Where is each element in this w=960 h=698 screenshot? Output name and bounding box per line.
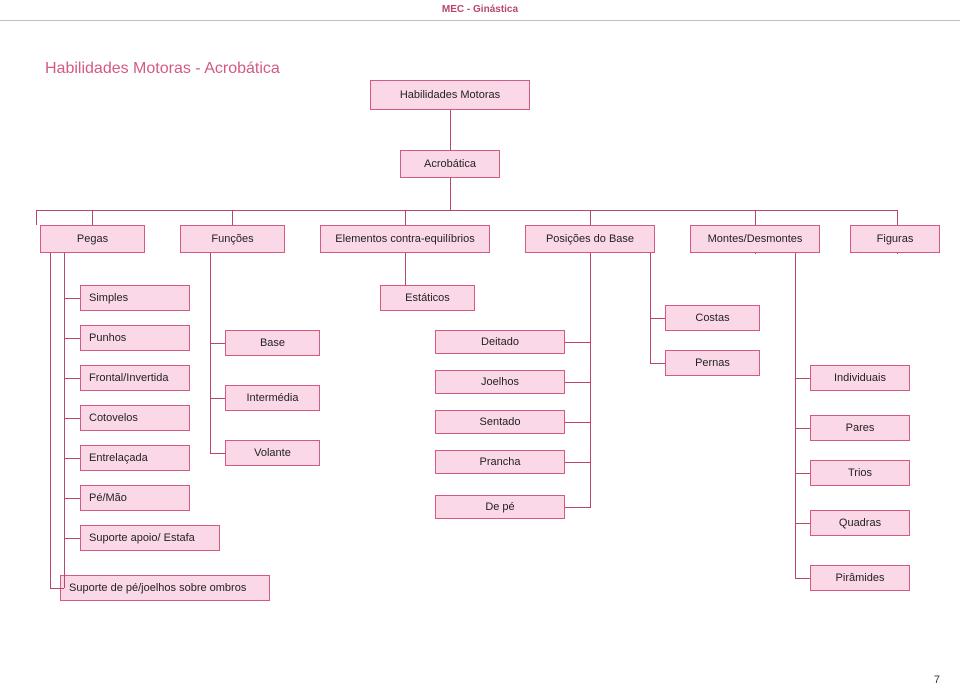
node-figuras: Figuras	[850, 225, 940, 253]
node-funcoes: Funções	[180, 225, 285, 253]
connector	[36, 210, 37, 225]
header-rule	[0, 20, 960, 21]
connector	[650, 253, 651, 363]
node-intermedia: Intermédia	[225, 385, 320, 411]
node-montes: Montes/Desmontes	[690, 225, 820, 253]
connector	[405, 210, 406, 225]
node-pernas: Pernas	[665, 350, 760, 376]
connector	[64, 458, 80, 459]
node-prancha: Prancha	[435, 450, 565, 474]
connector	[755, 253, 756, 254]
connector	[36, 210, 898, 211]
connector	[795, 253, 796, 254]
connector	[565, 462, 590, 463]
connector	[650, 363, 665, 364]
node-pemao: Pé/Mão	[80, 485, 190, 511]
node-costas: Costas	[665, 305, 760, 331]
node-root: Habilidades Motoras	[370, 80, 530, 110]
page-title: Habilidades Motoras - Acrobática	[45, 60, 280, 78]
connector	[210, 253, 211, 453]
connector	[565, 507, 590, 508]
node-depe: De pé	[435, 495, 565, 519]
connector	[64, 378, 80, 379]
node-trios: Trios	[810, 460, 910, 486]
node-pares: Pares	[810, 415, 910, 441]
connector	[210, 343, 225, 344]
node-quadras: Quadras	[810, 510, 910, 536]
node-frontal: Frontal/Invertida	[80, 365, 190, 391]
connector	[755, 210, 756, 225]
connector	[450, 178, 451, 210]
node-posicoes: Posições do Base	[525, 225, 655, 253]
connector	[565, 422, 590, 423]
node-deitado: Deitado	[435, 330, 565, 354]
connector	[232, 210, 233, 225]
connector	[50, 588, 64, 589]
node-pegas: Pegas	[40, 225, 145, 253]
connector	[210, 453, 225, 454]
node-volante: Volante	[225, 440, 320, 466]
node-punhos: Punhos	[80, 325, 190, 351]
connector	[64, 298, 80, 299]
connector	[897, 253, 898, 254]
connector	[795, 428, 810, 429]
connector	[64, 338, 80, 339]
node-cotovelos: Cotovelos	[80, 405, 190, 431]
page-number: 7	[934, 674, 940, 686]
node-piramides: Pirâmides	[810, 565, 910, 591]
connector	[210, 398, 225, 399]
connector	[64, 538, 80, 539]
connector	[450, 110, 451, 150]
connector	[897, 210, 898, 225]
connector	[795, 473, 810, 474]
connector	[405, 253, 406, 285]
page-header: MEC - Ginástica	[0, 4, 960, 15]
connector	[795, 253, 796, 578]
connector	[795, 523, 810, 524]
connector	[50, 253, 51, 588]
connector	[565, 382, 590, 383]
connector	[650, 318, 665, 319]
connector	[590, 253, 591, 508]
connector	[590, 210, 591, 225]
node-base: Base	[225, 330, 320, 356]
node-acrobatica: Acrobática	[400, 150, 500, 178]
connector	[565, 342, 590, 343]
node-joelhos: Joelhos	[435, 370, 565, 394]
connector	[64, 498, 80, 499]
node-entrelac: Entrelaçada	[80, 445, 190, 471]
connector	[795, 578, 810, 579]
node-suporte_pe: Suporte de pé/joelhos sobre ombros	[60, 575, 270, 601]
diagram-canvas: MEC - Ginástica Habilidades Motoras - Ac…	[0, 0, 960, 698]
connector	[795, 378, 810, 379]
node-suporte_ap: Suporte apoio/ Estafa	[80, 525, 220, 551]
node-individuais: Individuais	[810, 365, 910, 391]
connector	[64, 418, 80, 419]
node-elementos: Elementos contra-equilíbrios	[320, 225, 490, 253]
node-sentado: Sentado	[435, 410, 565, 434]
connector	[92, 210, 93, 225]
node-simples: Simples	[80, 285, 190, 311]
node-estaticos: Estáticos	[380, 285, 475, 311]
